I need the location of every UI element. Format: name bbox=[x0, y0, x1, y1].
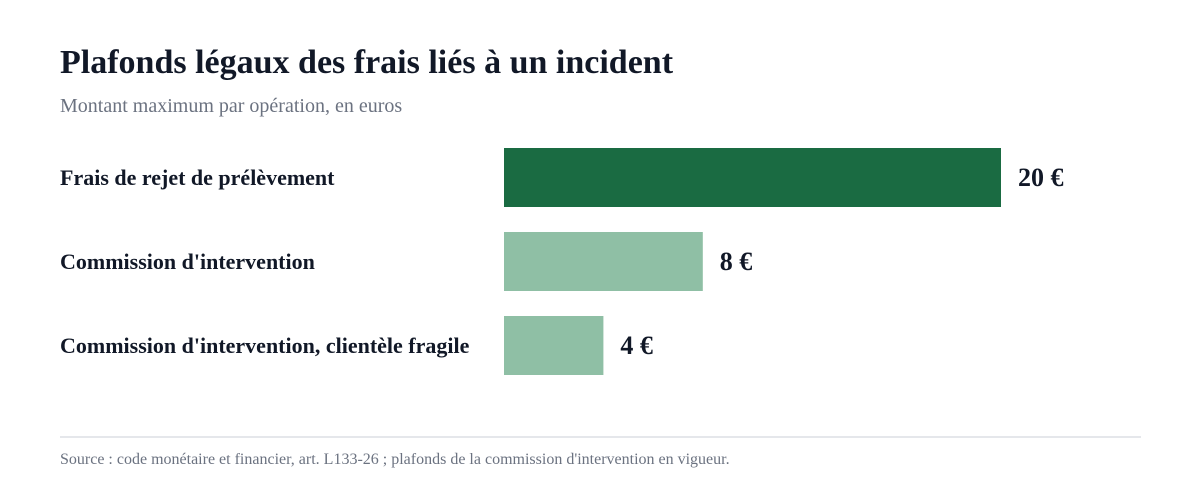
bar bbox=[504, 148, 1001, 207]
chart-title: Plafonds légaux des frais liés à un inci… bbox=[60, 44, 674, 81]
value-label: 20 € bbox=[1018, 163, 1064, 192]
bar bbox=[504, 232, 703, 291]
bar bbox=[504, 316, 604, 375]
value-label: 4 € bbox=[620, 331, 653, 360]
footer-divider bbox=[60, 436, 1141, 438]
category-label: Frais de rejet de prélèvement bbox=[60, 165, 335, 190]
chart-subtitle: Montant maximum par opération, en euros bbox=[60, 95, 403, 117]
value-label: 8 € bbox=[720, 247, 753, 276]
category-label: Commission d'intervention bbox=[60, 249, 315, 274]
source-note: Source : code monétaire et financier, ar… bbox=[60, 451, 730, 468]
category-label: Commission d'intervention, clientèle fra… bbox=[60, 333, 470, 358]
